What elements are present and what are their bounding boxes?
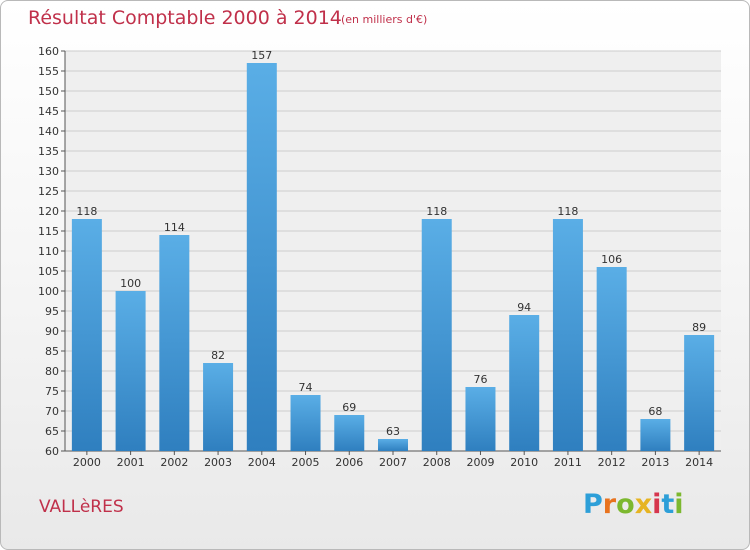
value-label-2010: 94 (517, 301, 531, 314)
value-label-2009: 76 (473, 373, 487, 386)
x-tick-label-2014: 2014 (685, 456, 713, 469)
x-tick-label-2012: 2012 (598, 456, 626, 469)
x-tick-label-2008: 2008 (423, 456, 451, 469)
y-tick-label: 125 (38, 185, 59, 198)
bar-2014 (684, 335, 715, 451)
y-tick-label: 85 (45, 345, 59, 358)
bar-2010 (509, 315, 540, 451)
value-label-2008: 118 (426, 205, 447, 218)
x-tick-label-2009: 2009 (466, 456, 494, 469)
y-tick-label: 95 (45, 305, 59, 318)
y-tick-label: 135 (38, 145, 59, 158)
x-tick-label-2002: 2002 (160, 456, 188, 469)
y-tick-label: 120 (38, 205, 59, 218)
y-tick-label: 60 (45, 445, 59, 458)
y-tick-label: 80 (45, 365, 59, 378)
y-tick-label: 115 (38, 225, 59, 238)
bar-2004 (246, 63, 277, 451)
value-label-2004: 157 (251, 49, 272, 62)
bar-2011 (552, 219, 583, 451)
value-label-2013: 68 (648, 405, 662, 418)
x-tick-label-2006: 2006 (335, 456, 363, 469)
bar-2000 (71, 219, 102, 451)
chart-unit: (en milliers d'€) (341, 13, 428, 26)
value-label-2003: 82 (211, 349, 225, 362)
value-label-2011: 118 (557, 205, 578, 218)
y-tick-label: 110 (38, 245, 59, 258)
y-tick-label: 160 (38, 45, 59, 58)
logo-letter: x (634, 489, 653, 520)
y-tick-label: 105 (38, 265, 59, 278)
bar-2005 (290, 395, 321, 451)
bar-2001 (115, 291, 146, 451)
value-label-2012: 106 (601, 253, 622, 266)
value-label-2005: 74 (299, 381, 313, 394)
x-tick-label-2011: 2011 (554, 456, 582, 469)
x-tick-label-2003: 2003 (204, 456, 232, 469)
bar-2009 (465, 387, 496, 451)
bar-2012 (596, 267, 627, 451)
commune-name: VALLèRES (39, 497, 124, 517)
bar-2002 (159, 235, 190, 451)
x-tick-label-2013: 2013 (641, 456, 669, 469)
logo-letter: r (602, 489, 617, 520)
x-tick-label-2000: 2000 (73, 456, 101, 469)
logo-letter: t (661, 489, 675, 520)
bar-2006 (334, 415, 365, 451)
y-tick-label: 65 (45, 425, 59, 438)
logo-letter: i (674, 489, 684, 520)
y-tick-label: 155 (38, 65, 59, 78)
bar-2007 (378, 439, 408, 451)
chart-title: Résultat Comptable 2000 à 2014 (28, 7, 342, 29)
logo-letter: o (616, 489, 635, 520)
value-label-2006: 69 (342, 401, 356, 414)
value-label-2014: 89 (692, 321, 706, 334)
y-tick-label: 90 (45, 325, 59, 338)
y-tick-label: 145 (38, 105, 59, 118)
bar-2008 (421, 219, 452, 451)
value-label-2007: 63 (386, 425, 400, 438)
y-tick-label: 75 (45, 385, 59, 398)
x-tick-label-2004: 2004 (248, 456, 276, 469)
y-tick-label: 130 (38, 165, 59, 178)
x-tick-label-2007: 2007 (379, 456, 407, 469)
y-tick-label: 140 (38, 125, 59, 138)
y-tick-label: 150 (38, 85, 59, 98)
value-label-2002: 114 (164, 221, 185, 234)
x-tick-label-2001: 2001 (117, 456, 145, 469)
logo-letter: P (583, 489, 603, 520)
y-tick-label: 100 (38, 285, 59, 298)
proxiti-logo[interactable]: Proxiti (583, 489, 684, 520)
bar-2003 (203, 363, 234, 451)
logo-letter: i (652, 489, 662, 520)
bar-2013 (640, 419, 671, 451)
value-label-2000: 118 (76, 205, 97, 218)
y-tick-label: 70 (45, 405, 59, 418)
x-tick-label-2005: 2005 (292, 456, 320, 469)
value-label-2001: 100 (120, 277, 141, 290)
x-tick-label-2010: 2010 (510, 456, 538, 469)
